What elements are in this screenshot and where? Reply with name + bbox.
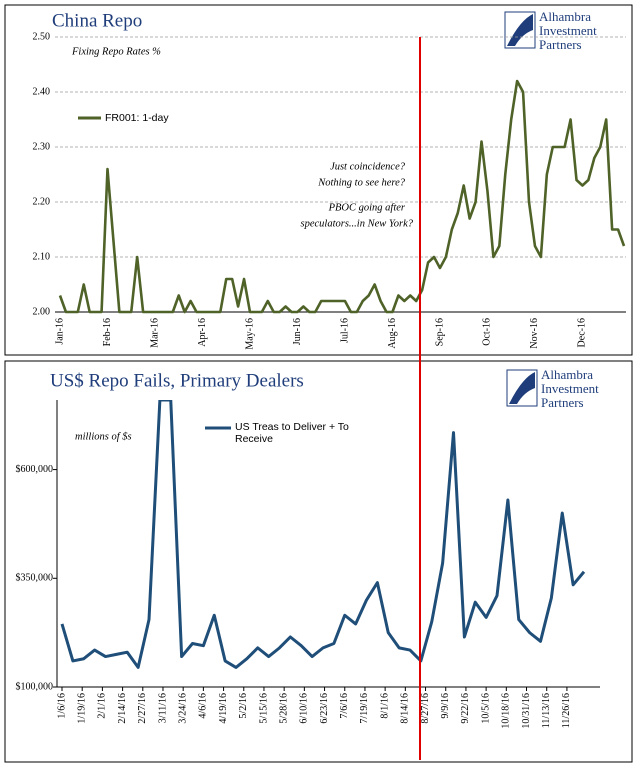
x-tick-label: Mar-16 — [149, 318, 160, 348]
x-tick-label: 11/26/16 — [561, 693, 572, 728]
x-tick-label: 2/27/16 — [137, 693, 148, 724]
y-tick-label: $350,000 — [16, 573, 54, 584]
data-line — [60, 400, 586, 669]
plots: Jan-16 Feb-16 Mar-16 Apr-16 May-16 Jun-16 Jul-… — [16, 31, 626, 729]
legend: US Treas to Deliver + To Receive — [235, 421, 349, 445]
logo: Alhambra Investment Partners — [506, 367, 599, 410]
x-tick-label: Feb-16 — [102, 318, 113, 346]
x-tick-label: Nov-16 — [529, 318, 540, 349]
logo-text: Partners — [541, 395, 584, 410]
x-tick-label: 5/2/16 — [238, 693, 249, 719]
x-tick-label: 9/22/16 — [460, 693, 471, 724]
y-tick-label: $100,000 — [16, 681, 54, 692]
x-tick-label: Apr-16 — [197, 318, 208, 347]
logo: Alhambra Investment Partners — [504, 9, 597, 52]
y-tick-label: 2.40 — [33, 86, 51, 97]
x-tick-label: Jul-16 — [339, 318, 350, 343]
subtitle: millions of $s — [75, 431, 132, 442]
chart-title: US$ Repo Fails, Primary Dealers — [50, 370, 304, 391]
legend-label: US Treas to Deliver + To Receive — [235, 421, 349, 445]
annotation: PBOC going after — [328, 202, 406, 213]
x-tick-label: Dec-16 — [577, 318, 588, 347]
logo-text: Alhambra — [539, 9, 591, 24]
panel-frame — [4, 360, 633, 763]
x-tick-label: 10/5/16 — [480, 693, 491, 724]
x-tick-label: 8/27/16 — [420, 693, 431, 724]
x-tick-label: 7/19/16 — [359, 693, 370, 724]
x-tick-label: 10/31/16 — [521, 693, 532, 729]
logo-text: Partners — [539, 37, 582, 52]
annotation: speculators...in New York? — [301, 218, 414, 229]
x-tick-label: 2/14/16 — [117, 693, 128, 724]
x-tick-label: 1/6/16 — [56, 693, 67, 719]
x-tick-label: 3/24/16 — [177, 693, 188, 724]
y-tick-label: 2.50 — [33, 31, 51, 42]
y-tick-label: 2.30 — [33, 141, 51, 152]
logo-text: Alhambra — [541, 367, 593, 382]
x-tick-label: 7/6/16 — [339, 693, 350, 719]
annotation: Nothing to see here? — [317, 177, 406, 188]
x-tick-label: 10/18/16 — [501, 693, 512, 729]
x-tick-label: 8/1/16 — [379, 693, 390, 719]
x-tick-label: 4/6/16 — [198, 693, 209, 719]
x-tick-label: 5/15/16 — [258, 693, 269, 724]
chart-title: China Repo — [52, 10, 142, 31]
y-tick-label: 2.20 — [33, 196, 51, 207]
x-tick-label: Jun-16 — [292, 318, 303, 345]
logo-icon — [509, 372, 535, 404]
x-tick-label: 2/1/16 — [97, 693, 108, 719]
logo-text: Investment — [539, 23, 597, 38]
x-tick-label: Jan-16 — [54, 318, 65, 345]
logo-icon — [507, 14, 533, 46]
y-tick-label: $600,000 — [16, 464, 54, 475]
legend-label: FR001: 1-day — [105, 112, 169, 124]
y-tick-label: 2.10 — [33, 251, 51, 262]
x-tick-label: Oct-16 — [482, 318, 493, 346]
subtitle: Fixing Repo Rates % — [71, 46, 161, 57]
x-tick-label: 6/23/16 — [319, 693, 330, 724]
x-tick-label: Aug-16 — [387, 318, 398, 349]
data-line — [58, 79, 626, 314]
annotation: Just coincidence? — [330, 161, 406, 172]
y-tick-label: 2.00 — [33, 306, 51, 317]
x-tick-label: 1/19/16 — [76, 693, 87, 724]
x-tick-label: 3/11/16 — [157, 693, 168, 723]
x-tick-label: 6/10/16 — [299, 693, 310, 724]
x-tick-label: Sep-16 — [434, 318, 445, 346]
x-tick-label: 9/9/16 — [440, 693, 451, 719]
x-tick-label: 5/28/16 — [278, 693, 289, 724]
x-tick-label: 11/13/16 — [541, 693, 552, 728]
x-tick-label: 4/19/16 — [218, 693, 229, 724]
logo-text: Investment — [541, 381, 599, 396]
x-tick-label: 8/14/16 — [400, 693, 411, 724]
x-tick-label: May-16 — [244, 318, 255, 350]
